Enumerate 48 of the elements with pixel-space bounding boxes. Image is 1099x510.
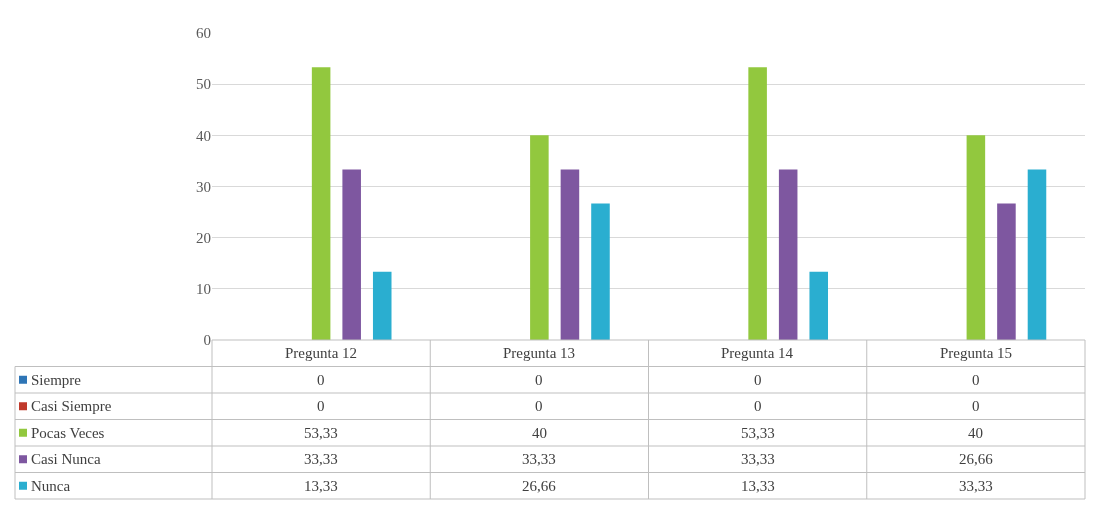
y-tick-label: 20 [196,229,211,246]
data-label: 53,33 [304,425,338,441]
y-tick-label: 50 [196,76,211,93]
bar [966,135,986,340]
legend-label: Casi Siempre [31,398,112,414]
legend-label: Nunca [31,478,71,494]
data-label: 0 [535,398,543,414]
bar [560,169,580,340]
y-tick-label: 40 [196,127,211,144]
data-label: 33,33 [522,451,556,467]
data-label: 0 [535,372,543,388]
legend-label: Siempre [31,372,82,388]
data-label: 0 [972,398,980,414]
bar [997,203,1016,340]
bar [1027,169,1047,340]
data-label: 53,33 [741,425,775,441]
bar [311,67,331,340]
y-tick-label: 30 [196,178,211,195]
data-label: 33,33 [959,478,993,494]
data-label: 33,33 [741,451,775,467]
y-tick-label: 60 [196,25,211,42]
data-label: 0 [754,372,762,388]
legend-label: Casi Nunca [31,451,101,467]
legend-label: Pocas Veces [31,425,105,441]
x-tick-label: Pregunta 14 [721,345,794,361]
bar [530,135,549,340]
bar [372,271,392,340]
data-label: 40 [968,425,983,441]
data-label: 26,66 [959,451,994,467]
bar [591,203,610,340]
y-tick-label: 10 [196,281,211,298]
data-label: 0 [972,372,980,388]
data-label: 26,66 [522,478,557,494]
bar [342,169,361,340]
data-label: 13,33 [741,478,775,494]
data-label: 0 [317,372,325,388]
x-tick-label: Pregunta 13 [503,345,576,361]
data-label: 40 [532,425,547,441]
bar [778,169,798,340]
bar [809,271,829,340]
data-label: 13,33 [304,478,338,494]
y-tick-label: 0 [203,332,211,349]
data-label: 33,33 [304,451,338,467]
x-tick-label: Pregunta 15 [940,345,1013,361]
data-label: 0 [754,398,762,414]
data-label: 0 [317,398,325,414]
bar [748,67,767,340]
x-tick-label: Pregunta 12 [285,345,358,361]
